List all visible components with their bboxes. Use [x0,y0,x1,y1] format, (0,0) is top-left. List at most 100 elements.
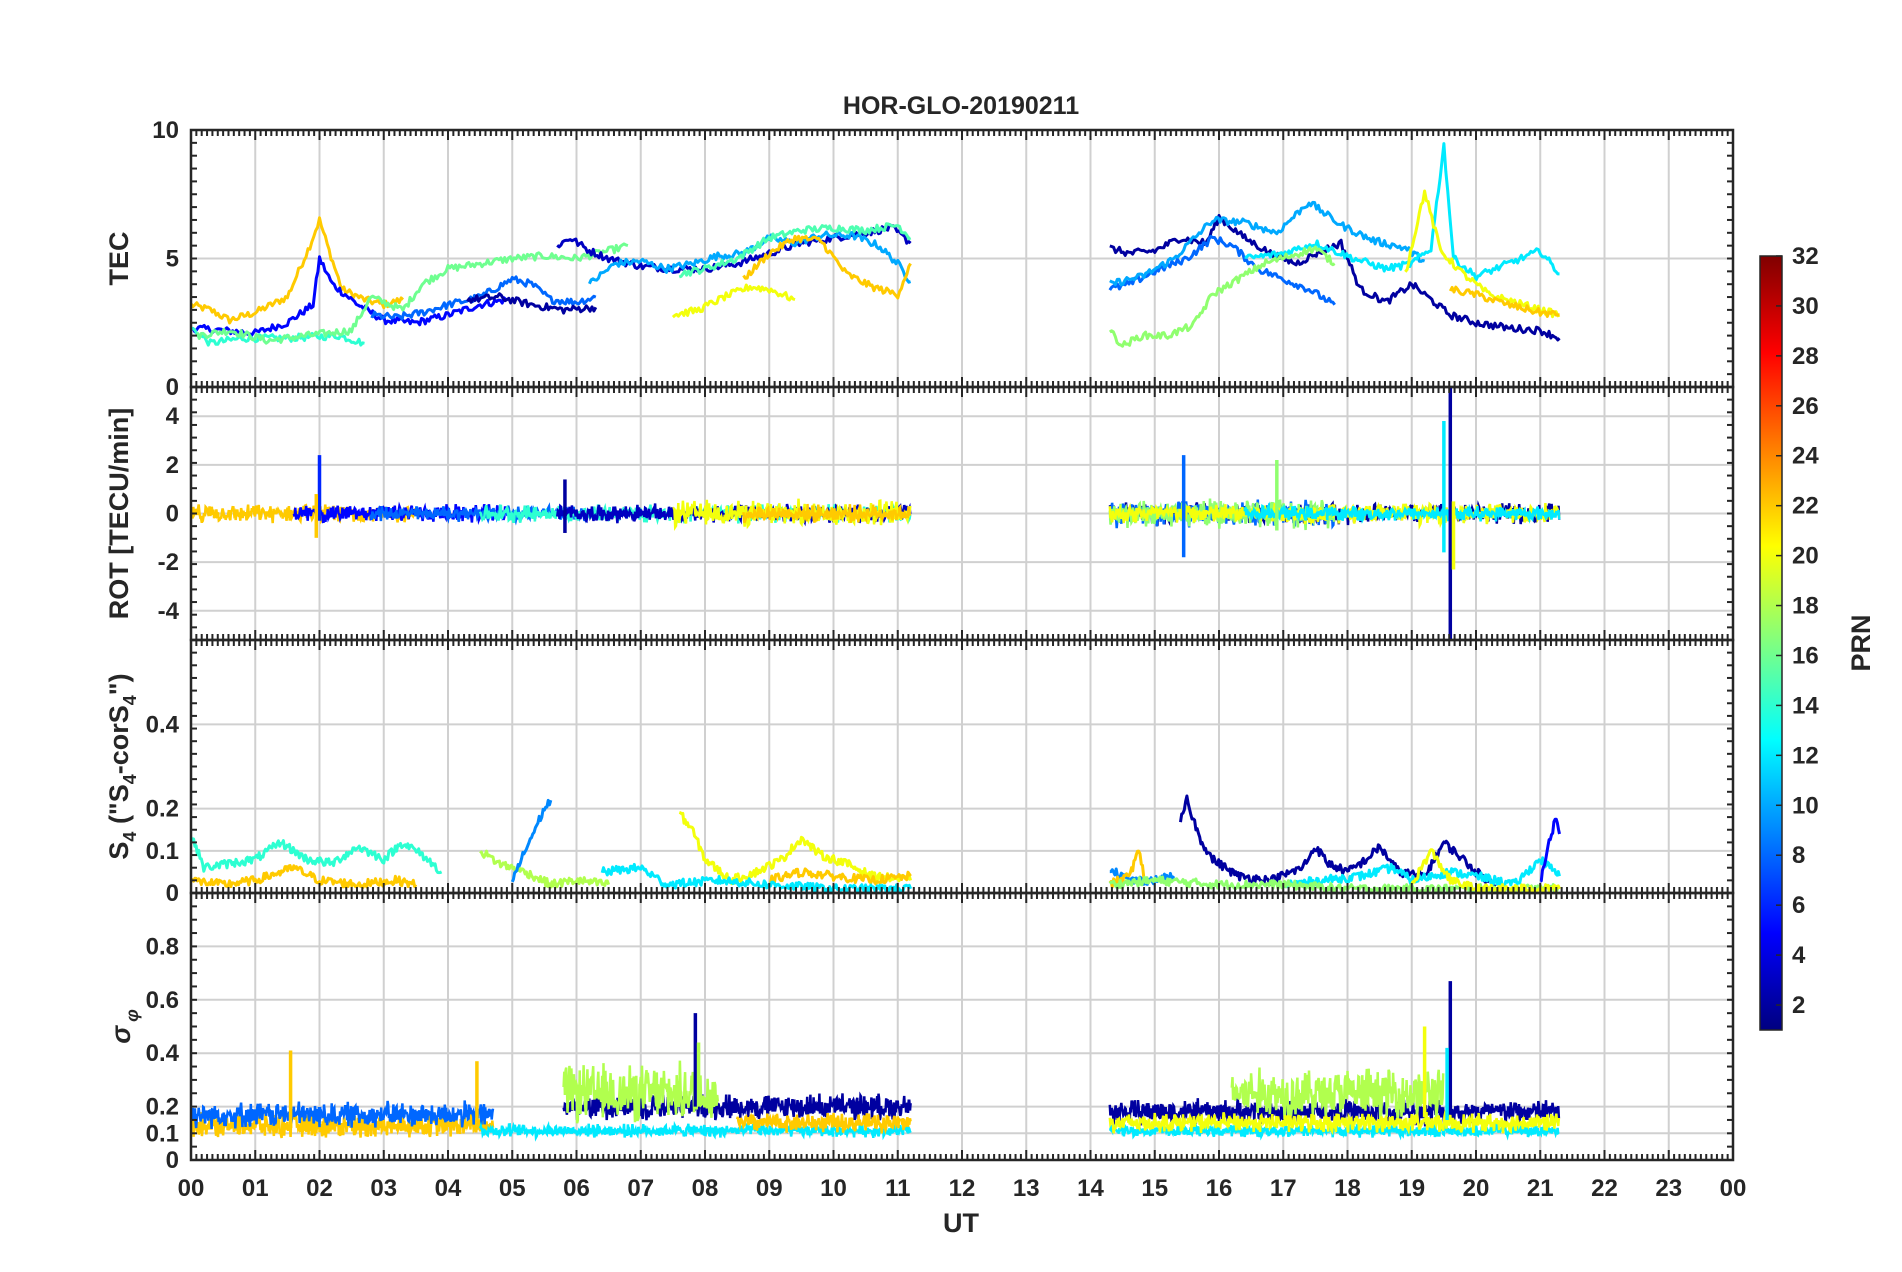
x-tick-label-2: 02 [306,1175,333,1202]
y-axis-label-sigma: σφ [106,1009,142,1044]
sigma-series-7 [1230,1067,1445,1124]
sigma-series-1 [191,1100,495,1129]
colorbar-gradient [1759,255,1783,1031]
y-axis-label-s4: S4 ("S4-corS4") [104,673,140,859]
tec-series-14 [1244,142,1560,282]
data-sigma [191,981,1561,1142]
y-tick-label-sigma-4: 0.6 [146,987,179,1014]
colorbar-tick-label-0: 2 [1792,992,1805,1019]
x-tick-label-4: 04 [435,1175,462,1202]
colorbar-tick-label-8: 18 [1792,593,1819,620]
colorbar-tick-label-15: 32 [1792,243,1819,270]
tec-series-3 [195,242,629,345]
y-tick-label-rot-3: 2 [166,452,179,479]
s4-series-3 [510,798,553,883]
colorbar-tick-label-4: 10 [1792,792,1819,819]
sigma-series-2 [562,1091,912,1121]
tec-series-5 [556,223,912,274]
panel-rot: -4 -2 0 2 4 ROT [TECU/min] [104,385,1735,642]
tec-series-4 [370,275,597,321]
grid-tec [191,130,1733,387]
y-tick-label-sigma-2: 0.2 [146,1094,179,1121]
x-tick-label-15: 15 [1141,1175,1168,1202]
x-tick-label-17: 17 [1270,1175,1297,1202]
x-tick-label-9: 09 [756,1175,783,1202]
colorbar-tick-label-2: 6 [1792,892,1805,919]
s4-series-6 [600,862,913,893]
ticks-rot [190,386,1734,641]
x-tick-label-7: 07 [627,1175,654,1202]
x-tick-label-23: 23 [1655,1175,1682,1202]
tec-series-6 [466,292,598,315]
data-tec [191,142,1561,348]
tec-series-8 [678,222,912,279]
sigma-series-5 [735,1112,912,1135]
x-tick-label-22: 22 [1591,1175,1618,1202]
y-tick-label-tec-1: 5 [166,246,179,273]
s4-series-7 [1179,794,1497,888]
tec-series-0 [191,216,405,325]
y-tick-label-sigma-5: 0.8 [146,933,179,960]
y-tick-label-s4-3: 0.4 [146,711,180,738]
x-tick-label-13: 13 [1013,1175,1040,1202]
colorbar-tick-label-13: 28 [1792,343,1819,370]
s4-series-1 [191,864,418,889]
y-tick-label-tec-0: 0 [166,374,179,401]
tec-series-16 [1404,189,1561,319]
colorbar-tick-label-12: 26 [1792,393,1819,420]
y-tick-label-sigma-1: 0.1 [146,1120,179,1147]
s4-series-5 [768,867,912,886]
x-tick-label-10: 10 [820,1175,847,1202]
x-tick-label-18: 18 [1334,1175,1361,1202]
x-tick-label-12: 12 [949,1175,976,1202]
colorbar-tick-label-9: 20 [1792,543,1819,570]
tec-series-9 [671,283,796,319]
y-tick-label-rot-0: -4 [158,598,180,625]
y-tick-label-rot-4: 4 [166,403,180,430]
chart-title: HOR-GLO-20190211 [843,92,1079,120]
x-tick-label-21: 21 [1527,1175,1554,1202]
y-tick-label-s4-1: 0.1 [146,838,179,865]
colorbar-tick-label-11: 24 [1792,443,1819,470]
s4-series-2 [479,849,611,889]
colorbar-tick-label-6: 14 [1792,692,1819,719]
s4-series-0 [191,836,443,875]
x-tick-label-3: 03 [370,1175,397,1202]
x-tick-label-1: 01 [242,1175,269,1202]
x-tick-label-6: 06 [563,1175,590,1202]
s4-series-11 [1539,817,1561,883]
sigma-series-9 [1108,1109,1561,1136]
colorbar-tick-label-7: 16 [1792,642,1819,669]
rot-series-5 [672,498,912,531]
panel-sigma: 00.10.2 0.4 0.6 0.8 σφ [106,891,1735,1174]
sigma-series-3 [562,1060,720,1124]
colorbar-tick-label-14: 30 [1792,293,1819,320]
tec-series-11 [1109,214,1561,342]
tec-series-12 [1108,234,1336,306]
x-tick-label-5: 05 [499,1175,526,1202]
ticks-sigma [190,892,1734,1161]
panel-s4: 0 0.1 0.2 0.4S4 ("S4-corS4") [104,638,1735,907]
data-rot [191,387,1561,640]
x-tick-label-19: 19 [1398,1175,1425,1202]
tec-series-10 [742,234,912,300]
x-tick-label-0: 00 [178,1175,205,1202]
y-tick-label-rot-2: 0 [166,501,179,528]
panel-tec: 0 5 10 TEC [104,117,1735,401]
rot-series-6 [742,503,912,524]
x-tick-label-8: 08 [692,1175,719,1202]
tec-series-15 [1108,245,1336,348]
data-s4 [191,794,1561,893]
colorbar-tick-label-10: 22 [1792,493,1819,520]
y-tick-label-s4-2: 0.2 [146,796,179,823]
x-tick-labels: 00 01 02 03 04 05 06 07 08 09 10 11 12 13 14 15 16 17 18 19… [178,1175,1747,1202]
tec-series-2 [191,326,365,347]
ticks-tec [190,129,1734,388]
colorbar-tick-label-5: 12 [1792,742,1819,769]
y-tick-label-tec-2: 10 [152,117,179,144]
colorbar-tick-label-1: 4 [1792,942,1806,969]
y-tick-label-sigma-3: 0.4 [146,1040,180,1067]
y-tick-label-rot-1: -2 [158,549,179,576]
